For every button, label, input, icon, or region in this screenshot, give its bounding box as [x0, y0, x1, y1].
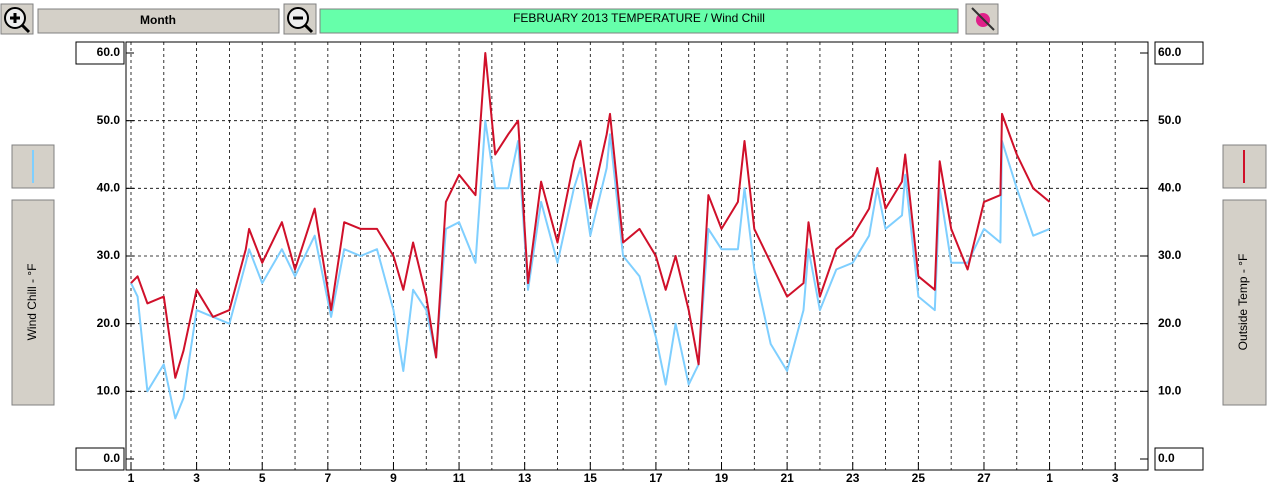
toolbar: Month FEBRUARY 2013 TEMPERATURE / Wind C…: [0, 3, 999, 35]
x-tick-label: 13: [518, 471, 532, 485]
axis-button[interactable]: [11, 199, 55, 406]
y2-tick-label: 0.0: [1158, 451, 1175, 465]
y2-axis-title: Outside Temp - °F: [1236, 254, 1250, 351]
x-tick-label: 19: [715, 471, 729, 485]
y2-tick-label: 60.0: [1158, 45, 1182, 59]
x-tick-label: 5: [259, 471, 266, 485]
x-tick-label: 3: [193, 471, 200, 485]
y2-tick-label: 40.0: [1158, 181, 1182, 195]
y2-tick-label: 10.0: [1158, 384, 1182, 398]
x-tick-label: 3: [1112, 471, 1119, 485]
x-tick-label: 17: [649, 471, 663, 485]
y-axis-title: Wind Chill - °F: [25, 264, 39, 341]
tick-label-box: [75, 447, 125, 471]
y-tick-label: 0.0: [103, 451, 120, 465]
tick-label-box: [1154, 41, 1204, 65]
tick-label-box: [75, 41, 125, 65]
x-tick-label: 27: [977, 471, 991, 485]
chart-title: FEBRUARY 2013 TEMPERATURE / Wind Chill: [513, 11, 765, 25]
settings-button[interactable]: [965, 3, 999, 35]
y-tick-label: 30.0: [97, 248, 121, 262]
x-tick-label: 15: [584, 471, 598, 485]
y-tick-label: 10.0: [97, 384, 121, 398]
y-tick-label: 40.0: [97, 181, 121, 195]
y-tick-label: 50.0: [97, 113, 121, 127]
x-tick-label: 11: [453, 471, 466, 485]
x-tick-label: 25: [912, 471, 926, 485]
x-tick-label: 9: [390, 471, 397, 485]
period-label: Month: [140, 13, 176, 27]
tick-label-box: [1154, 447, 1204, 471]
y2-tick-label: 50.0: [1158, 113, 1182, 127]
x-tick-label: 21: [780, 471, 794, 485]
y2-tick-label: 30.0: [1158, 248, 1182, 262]
data-line: [130, 119, 1050, 420]
y-tick-label: 20.0: [97, 316, 121, 330]
x-tick-label: 7: [324, 471, 331, 485]
data-line: [130, 52, 1051, 379]
y-tick-label: 60.0: [97, 45, 121, 59]
y2-tick-label: 20.0: [1158, 316, 1182, 330]
x-tick-label: 1: [1046, 471, 1053, 485]
period-button[interactable]: [37, 8, 280, 34]
x-tick-label: 23: [846, 471, 860, 485]
axis-button[interactable]: [1222, 199, 1267, 406]
title-bar: [319, 8, 959, 34]
zoom-in-button[interactable]: [0, 3, 34, 35]
zoom-out-button[interactable]: [283, 3, 317, 35]
x-tick-label: 1: [128, 471, 135, 485]
